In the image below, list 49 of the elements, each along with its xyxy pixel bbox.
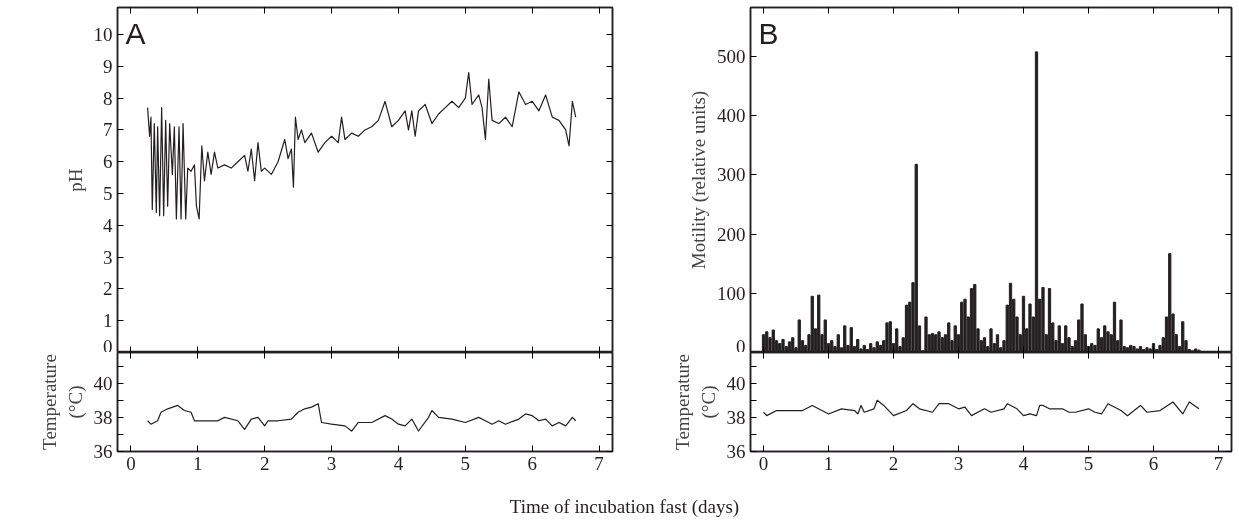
y-tick-label: 500	[717, 46, 746, 68]
y-axis-title: Motility (relative units)	[688, 90, 710, 270]
y-axis-title: pH	[64, 168, 86, 192]
y-tick-label: 400	[717, 105, 746, 127]
x-axis-title: Time of incubation fast (days)	[509, 495, 740, 519]
y-tick-label: 3	[103, 246, 113, 268]
chart-title: A	[125, 16, 146, 50]
y-tick-label: 5	[103, 183, 113, 205]
y-tick-label: 200	[717, 223, 746, 245]
x-tick-label: 3	[326, 452, 337, 474]
x-tick-label: 4	[1018, 452, 1029, 474]
x-tick-label: 2	[259, 452, 270, 474]
y-tick-label: 9	[103, 55, 113, 77]
y-tick-label: 10	[93, 24, 113, 46]
x-tick-label: 5	[1083, 452, 1094, 474]
y-tick-label: 2	[103, 278, 113, 300]
y-tick-label: 38	[93, 406, 113, 428]
y-tick-label: 4	[103, 214, 113, 236]
y-tick-label: 0	[736, 335, 746, 357]
y-tick-label: 8	[103, 87, 113, 109]
x-tick-label: 7	[594, 452, 604, 474]
y-tick-label: 40	[726, 372, 746, 394]
x-tick-label: 3	[953, 452, 964, 474]
y-tick-label: 100	[717, 282, 746, 304]
y-tick-label: 36	[93, 441, 113, 462]
x-tick-label: 2	[888, 452, 899, 474]
x-tick-label: 1	[823, 452, 834, 474]
x-tick-label: 0	[758, 452, 769, 474]
y-tick-label: 0	[103, 335, 113, 357]
y-tick-label: 6	[103, 151, 113, 173]
x-tick-label: 7	[1213, 452, 1224, 474]
x-tick-label: 6	[527, 452, 537, 474]
y-tick-label: 300	[717, 164, 746, 186]
line-series	[147, 72, 577, 220]
y-tick-label: 38	[726, 406, 746, 428]
y-tick-label: 36	[726, 441, 746, 462]
x-tick-label: 6	[1148, 452, 1159, 474]
line-series	[762, 399, 1200, 417]
y-tick-label: 7	[103, 119, 113, 141]
line-series	[147, 403, 577, 432]
x-tick-label: 0	[126, 452, 136, 474]
y-tick-label: 1	[103, 310, 113, 332]
x-tick-label: 4	[393, 452, 404, 474]
chart-title: B	[758, 16, 779, 50]
x-tick-label: 5	[460, 452, 471, 474]
y-axis-title: Temperature (°C)	[39, 354, 87, 450]
x-tick-label: 1	[193, 452, 203, 474]
y-tick-label: 40	[93, 372, 113, 394]
y-axis-title: Temperature (°C)	[672, 354, 720, 450]
